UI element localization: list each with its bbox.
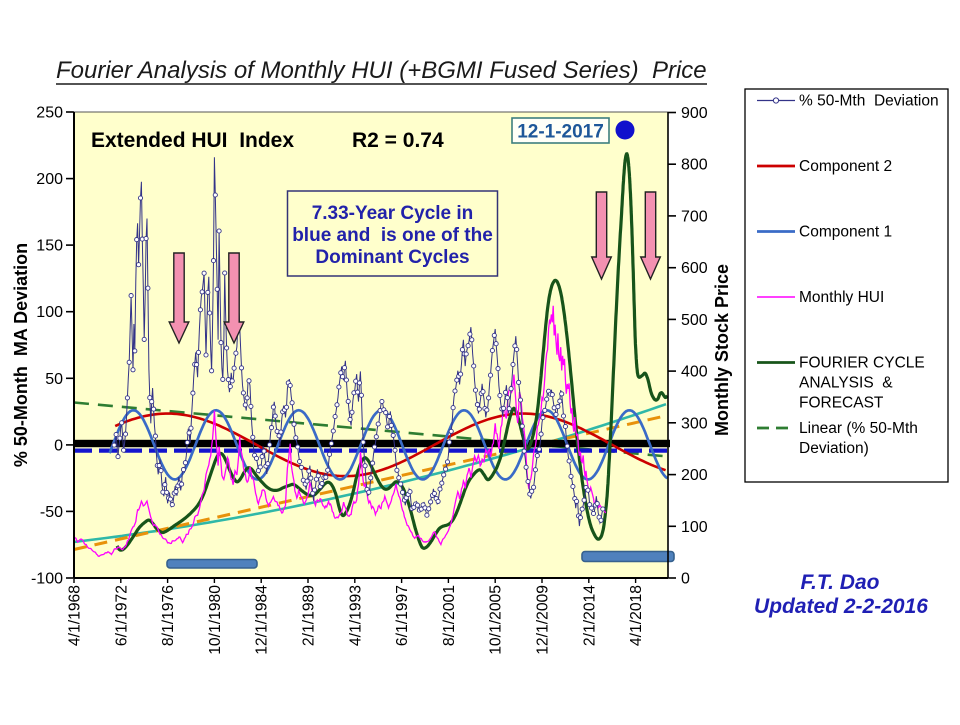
svg-text:-100: -100 (31, 571, 63, 588)
svg-text:Component 1: Component 1 (799, 224, 892, 241)
svg-text:500: 500 (681, 312, 708, 329)
svg-text:Deviation): Deviation) (799, 440, 869, 457)
svg-text:250: 250 (36, 105, 63, 122)
svg-text:FORECAST: FORECAST (799, 395, 884, 412)
svg-text:800: 800 (681, 157, 708, 174)
svg-text:150: 150 (36, 238, 63, 255)
svg-text:0: 0 (54, 437, 63, 454)
svg-text:FOURIER CYCLE: FOURIER CYCLE (799, 355, 925, 372)
svg-text:200: 200 (36, 171, 63, 188)
svg-text:Monthly Stock Price: Monthly Stock Price (712, 264, 732, 436)
svg-text:12/1/1984: 12/1/1984 (254, 585, 271, 655)
svg-text:400: 400 (681, 364, 708, 381)
svg-text:6/1/1997: 6/1/1997 (394, 585, 411, 646)
svg-text:200: 200 (681, 467, 708, 484)
svg-text:% 50-Mth Deviation: % 50-Mth Deviation (799, 93, 939, 110)
svg-text:% 50-Month MA Deviation: % 50-Month MA Deviation (11, 243, 31, 467)
svg-text:6/1/1972: 6/1/1972 (113, 585, 130, 646)
svg-text:10/1/1980: 10/1/1980 (207, 585, 224, 655)
svg-text:50: 50 (45, 371, 63, 388)
svg-text:2/1/1989: 2/1/1989 (301, 585, 318, 646)
svg-text:Extended HUI Index: Extended HUI Index (91, 129, 294, 152)
svg-text:Fourier Analysis of Monthly HU: Fourier Analysis of Monthly HUI (+BGMI F… (56, 57, 707, 84)
svg-text:10/1/2005: 10/1/2005 (488, 585, 505, 655)
svg-text:600: 600 (681, 260, 708, 277)
svg-text:4/1/2018: 4/1/2018 (628, 585, 645, 646)
svg-text:7.33-Year Cycle in: 7.33-Year Cycle in (312, 203, 474, 224)
svg-text:-50: -50 (40, 504, 63, 521)
svg-text:700: 700 (681, 208, 708, 225)
svg-text:12-1-2017: 12-1-2017 (517, 122, 604, 143)
svg-text:8/1/1976: 8/1/1976 (160, 585, 177, 646)
svg-text:Linear (% 50-Mth: Linear (% 50-Mth (799, 420, 918, 437)
svg-text:Component 2: Component 2 (799, 158, 892, 175)
svg-text:R2 = 0.74: R2 = 0.74 (352, 129, 444, 152)
svg-text:blue and is one of the: blue and is one of the (292, 225, 493, 246)
svg-text:4/1/1968: 4/1/1968 (67, 585, 84, 646)
svg-text:2/1/2014: 2/1/2014 (581, 585, 598, 646)
svg-text:Dominant Cycles: Dominant Cycles (315, 247, 469, 268)
svg-text:900: 900 (681, 105, 708, 122)
svg-text:100: 100 (681, 519, 708, 536)
svg-text:ANALYSIS &: ANALYSIS & (799, 375, 893, 392)
svg-text:Monthly HUI: Monthly HUI (799, 289, 884, 306)
svg-text:8/1/2001: 8/1/2001 (441, 585, 458, 646)
svg-text:Updated 2-2-2016: Updated 2-2-2016 (754, 595, 928, 618)
svg-text:0: 0 (681, 571, 690, 588)
svg-text:12/1/2009: 12/1/2009 (535, 585, 552, 655)
svg-text:100: 100 (36, 304, 63, 321)
svg-text:F.T. Dao: F.T. Dao (801, 571, 880, 594)
svg-text:4/1/1993: 4/1/1993 (347, 585, 364, 646)
svg-text:300: 300 (681, 415, 708, 432)
